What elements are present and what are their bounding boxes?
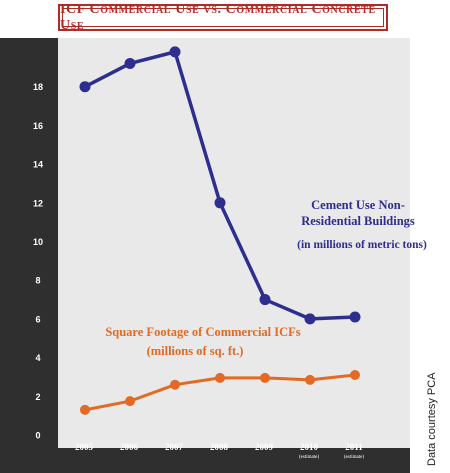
plot-background [58, 38, 410, 448]
data-credit: Data courtesy PCA [426, 372, 438, 466]
y-tick-label: 10 [33, 237, 43, 247]
cement-data-point [349, 311, 361, 323]
icf-series-label: Square Footage of Commercial ICFs [105, 325, 300, 339]
cement-series-sublabel: (in millions of metric tons) [297, 239, 427, 251]
y-axis-band [0, 38, 58, 473]
icf-data-point [350, 370, 360, 381]
chart-area: 0 2 4 6 8 10 12 14 16 18 2005 2006 2007 2008 2009 2010 (… [0, 38, 450, 473]
cement-data-point [304, 313, 316, 325]
cement-data-point [124, 57, 136, 69]
title-frame: ICF Commercial Use vs. Commercial Concre… [58, 1, 388, 33]
y-tick-label: 8 [35, 276, 40, 286]
x-axis-band [0, 448, 410, 473]
icf-data-point [215, 372, 225, 383]
y-tick-label: 0 [35, 431, 40, 441]
cement-data-point [169, 46, 181, 58]
icf-data-point [80, 404, 90, 415]
icf-data-point [125, 396, 135, 407]
x-tick-label: 2007 [165, 442, 184, 452]
icf-series-sublabel: (millions of sq. ft.) [147, 344, 244, 358]
x-tick-label: 2006 [120, 442, 139, 452]
cement-data-point [214, 197, 226, 209]
cement-series-label: Residential Buildings [301, 214, 415, 228]
y-tick-label: 16 [33, 121, 43, 131]
y-tick-label: 2 [35, 392, 40, 402]
x-tick-sublabel: (estimate) [344, 455, 364, 460]
y-tick-label: 18 [33, 82, 43, 92]
icf-data-point [170, 379, 180, 390]
y-tick-label: 14 [33, 160, 43, 170]
x-tick-label: 2010 [300, 442, 319, 452]
y-tick-label: 12 [33, 198, 43, 208]
cement-series-label: Cement Use Non- [311, 198, 405, 212]
cement-data-point [79, 81, 91, 93]
x-tick-label: 2008 [210, 442, 229, 452]
x-tick-sublabel: (estimate) [299, 455, 319, 460]
x-tick-label: 2009 [255, 442, 274, 452]
cement-data-point [259, 294, 271, 306]
title-inner-border [62, 8, 384, 27]
x-tick-label: 2005 [75, 442, 94, 452]
y-tick-label: 6 [35, 314, 40, 324]
x-tick-label: 2011 [345, 442, 363, 452]
line-chart: 0 2 4 6 8 10 12 14 16 18 2005 2006 2007 2008 2009 2010 (… [0, 38, 427, 473]
icf-data-point [305, 374, 315, 385]
y-tick-label: 4 [35, 353, 40, 363]
chart-title: ICF Commercial Use vs. Commercial Concre… [60, 1, 376, 33]
icf-data-point [260, 372, 270, 383]
